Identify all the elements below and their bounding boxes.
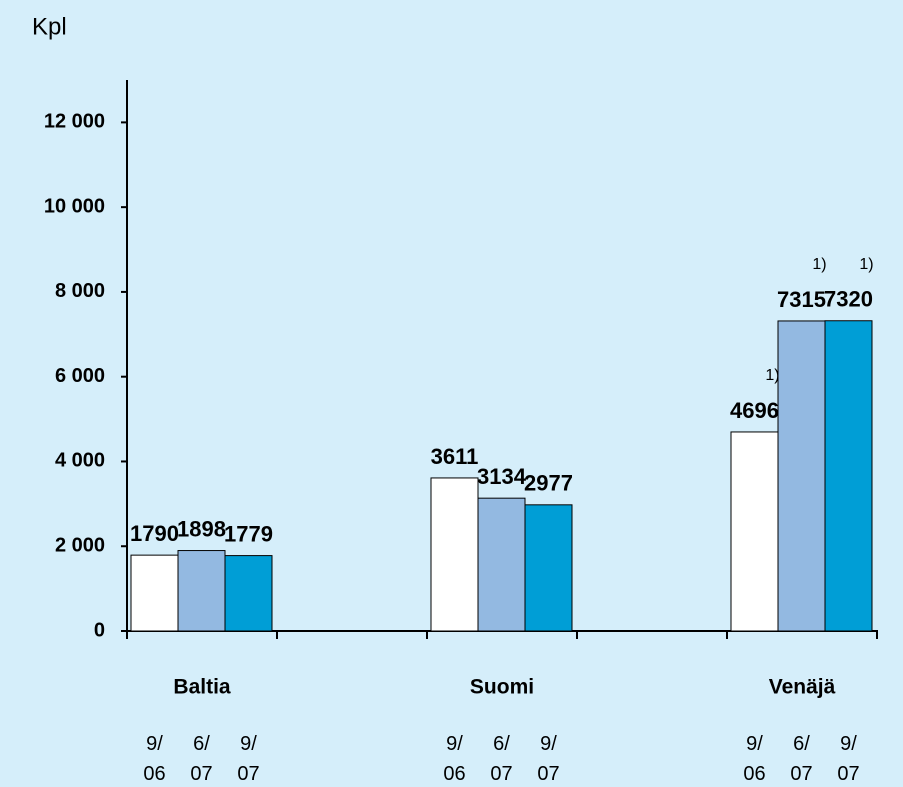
series-label: 9/06 — [143, 733, 165, 785]
y-tick-label: 8 000 — [55, 280, 105, 302]
y-tick-label: 0 — [94, 619, 105, 641]
value-label: 2977 — [524, 471, 573, 496]
series-label: 6/07 — [490, 733, 512, 785]
footnote-marker: 1) — [812, 256, 826, 273]
value-label: 1779 — [224, 521, 273, 546]
series-label: 6/07 — [790, 733, 812, 785]
value-label: 3134 — [477, 464, 527, 489]
series-label: 9/06 — [743, 733, 765, 785]
series-label: 9/06 — [443, 733, 465, 785]
bar — [177, 550, 226, 632]
series-label: 9/07 — [837, 733, 859, 785]
category-label: Suomi — [470, 676, 534, 699]
value-label: 3611 — [431, 444, 479, 469]
bar — [524, 504, 573, 632]
footnote-marker: 1) — [765, 367, 779, 384]
value-label: 7320 — [824, 287, 873, 312]
bar — [824, 320, 873, 632]
y-tick-label: 2 000 — [55, 535, 105, 557]
bar — [777, 320, 826, 632]
y-tick-label: 6 000 — [55, 365, 105, 387]
bar — [730, 431, 779, 632]
y-axis-label: Kpl — [32, 13, 67, 40]
value-label: 1790 — [130, 521, 179, 546]
value-label: 1898 — [177, 516, 226, 541]
value-label: 4696 — [730, 398, 779, 423]
footnote-marker: 1) — [859, 256, 873, 273]
bar — [130, 554, 179, 632]
y-tick-label: 10 000 — [44, 195, 105, 217]
series-label: 6/07 — [190, 733, 212, 785]
bar — [224, 555, 273, 632]
category-label: Baltia — [173, 676, 231, 699]
category-label: Venäjä — [769, 676, 836, 699]
series-label: 9/07 — [537, 733, 559, 785]
bar — [430, 477, 479, 632]
series-label: 9/07 — [237, 733, 259, 785]
y-tick-label: 12 000 — [44, 111, 105, 133]
bar — [477, 497, 526, 632]
value-label: 7315 — [777, 287, 826, 312]
y-tick-label: 4 000 — [55, 450, 105, 472]
